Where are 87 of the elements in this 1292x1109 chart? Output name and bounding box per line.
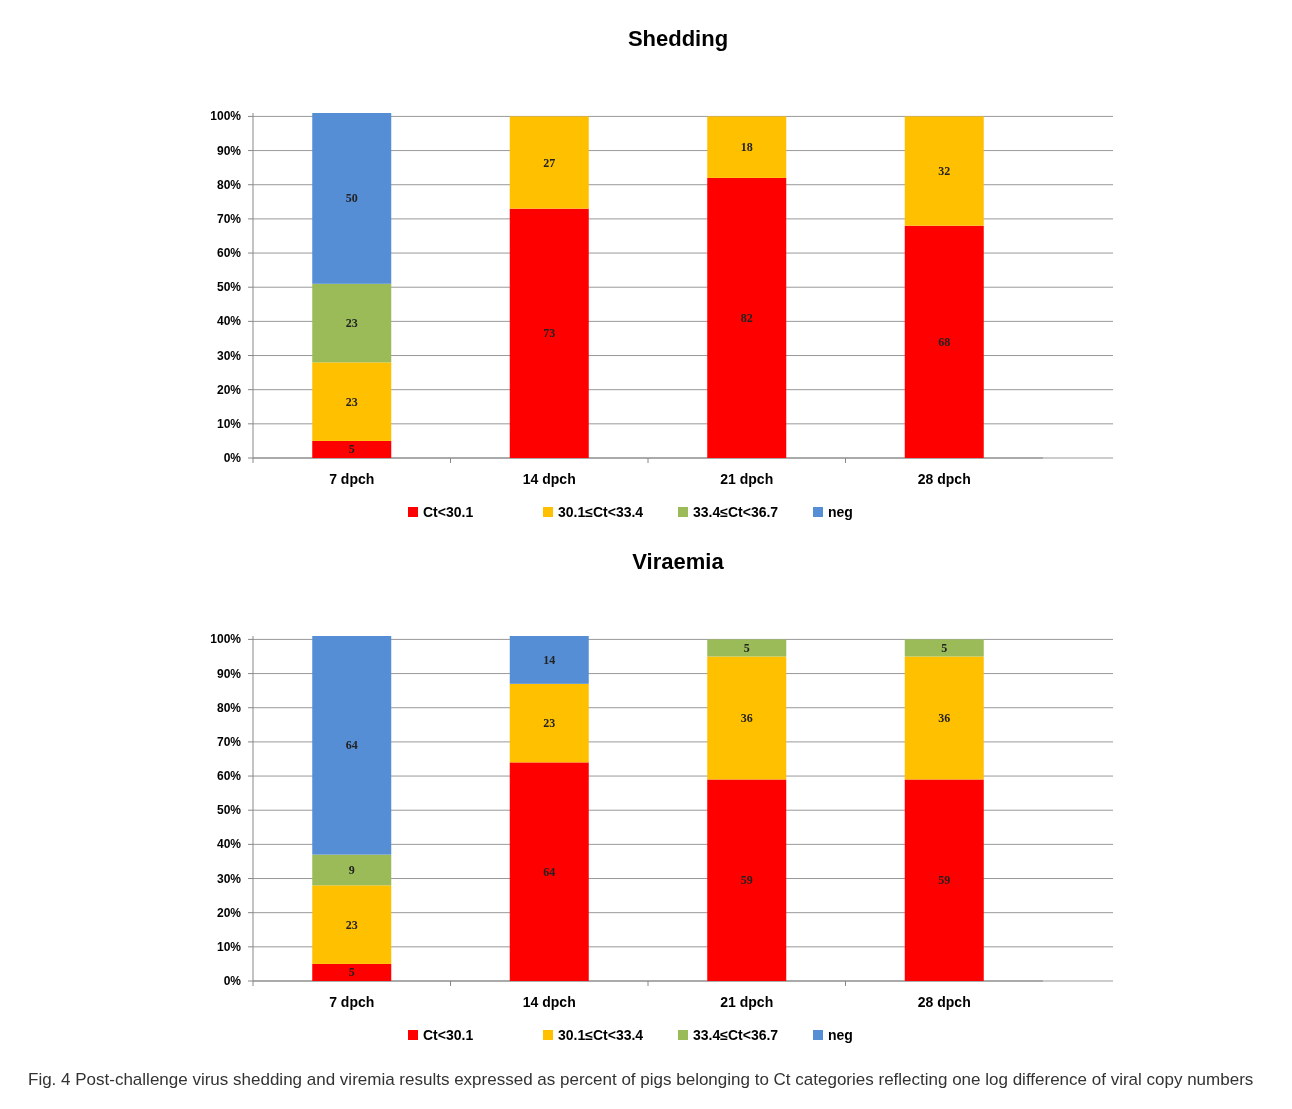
bar [312, 963, 392, 981]
data-label: 64 [543, 864, 556, 879]
y-tick-label: 30% [216, 871, 242, 886]
bar [904, 656, 984, 780]
y-tick-label: 10% [216, 416, 242, 431]
bar [312, 885, 392, 964]
bar [312, 362, 392, 441]
legend-label: 33.4≤Ct<36.7 [693, 1027, 779, 1043]
bar [312, 636, 392, 855]
y-tick-label: 80% [216, 700, 242, 715]
legend-label: neg [828, 1027, 853, 1043]
caption: Fig. 4 Post-challenge virus shedding and viremia results expressed as percent of pigs belonging to Ct categories reflecting one log difference of viral copy numbers [28, 1069, 1255, 1091]
x-tick-label: 7 dpch [329, 471, 375, 487]
bar [312, 854, 392, 886]
bar [707, 656, 787, 780]
y-tick-label: 50% [216, 280, 242, 295]
y-tick-label: 100% [210, 109, 242, 124]
y-tick-label: 20% [216, 905, 242, 920]
bar [509, 116, 589, 209]
x-tick-label: 28 dpch [917, 471, 971, 487]
bar [904, 639, 984, 657]
data-label: 5 [743, 640, 750, 655]
chart-title: Shedding [627, 26, 729, 51]
data-label: 23 [345, 917, 358, 932]
bar [509, 762, 589, 981]
data-label: 5 [348, 965, 355, 980]
y-tick-label: 0% [223, 451, 242, 465]
legend-label: 30.1≤Ct<33.4 [558, 1027, 644, 1043]
data-label: 68 [938, 334, 951, 349]
y-tick-label: 50% [216, 803, 242, 818]
bar [707, 177, 787, 458]
data-label: 23 [345, 316, 358, 331]
legend-label: Ct<30.1 [423, 1027, 474, 1043]
y-tick-label: 90% [216, 143, 242, 158]
data-label: 73 [543, 326, 556, 341]
data-label: 14 [543, 652, 556, 667]
x-tick-label: 21 dpch [720, 471, 774, 487]
y-tick-label: 20% [216, 382, 242, 397]
x-tick-label: 14 dpch [522, 994, 576, 1010]
bar [707, 116, 787, 178]
data-label: 23 [543, 716, 556, 731]
bar [904, 225, 984, 458]
y-tick-label: 70% [216, 211, 242, 226]
x-tick-label: 14 dpch [522, 471, 576, 487]
bar [707, 779, 787, 981]
y-tick-label: 60% [216, 769, 242, 784]
legend-label: 33.4≤Ct<36.7 [693, 504, 779, 520]
y-tick-label: 90% [216, 666, 242, 681]
bar [904, 779, 984, 981]
y-tick-label: 80% [216, 177, 242, 192]
y-tick-label: 40% [216, 314, 242, 329]
data-label: 27 [543, 155, 556, 170]
y-tick-label: 10% [216, 939, 242, 954]
legend-label: Ct<30.1 [423, 504, 474, 520]
bar [904, 116, 984, 226]
legend-label: 30.1≤Ct<33.4 [558, 504, 644, 520]
data-label: 59 [938, 873, 951, 888]
x-tick-label: 7 dpch [329, 994, 375, 1010]
data-label: 64 [345, 738, 358, 753]
bar [509, 208, 589, 458]
data-label: 5 [348, 442, 355, 457]
data-label: 36 [740, 710, 753, 725]
data-label: 59 [740, 873, 753, 888]
bar [312, 113, 392, 284]
y-tick-label: 100% [210, 632, 242, 647]
y-tick-label: 40% [216, 837, 242, 852]
data-label: 5 [941, 640, 948, 655]
data-label: 36 [938, 710, 951, 725]
y-tick-label: 60% [216, 246, 242, 261]
data-label: 9 [348, 862, 355, 877]
bar [312, 283, 392, 363]
data-label: 50 [345, 191, 358, 206]
bar [509, 683, 589, 763]
data-label: 23 [345, 394, 358, 409]
data-label: 18 [740, 140, 753, 155]
y-tick-label: 70% [216, 734, 242, 749]
bar [312, 440, 392, 458]
bar [707, 639, 787, 657]
legend-label: neg [828, 504, 853, 520]
chart-title: Viraemia [632, 549, 725, 574]
y-tick-label: 0% [223, 974, 242, 988]
data-label: 82 [740, 310, 753, 325]
y-tick-label: 30% [216, 348, 242, 363]
data-label: 32 [938, 164, 951, 179]
x-tick-label: 28 dpch [917, 994, 971, 1010]
bar [509, 636, 589, 684]
x-tick-label: 21 dpch [720, 994, 774, 1010]
